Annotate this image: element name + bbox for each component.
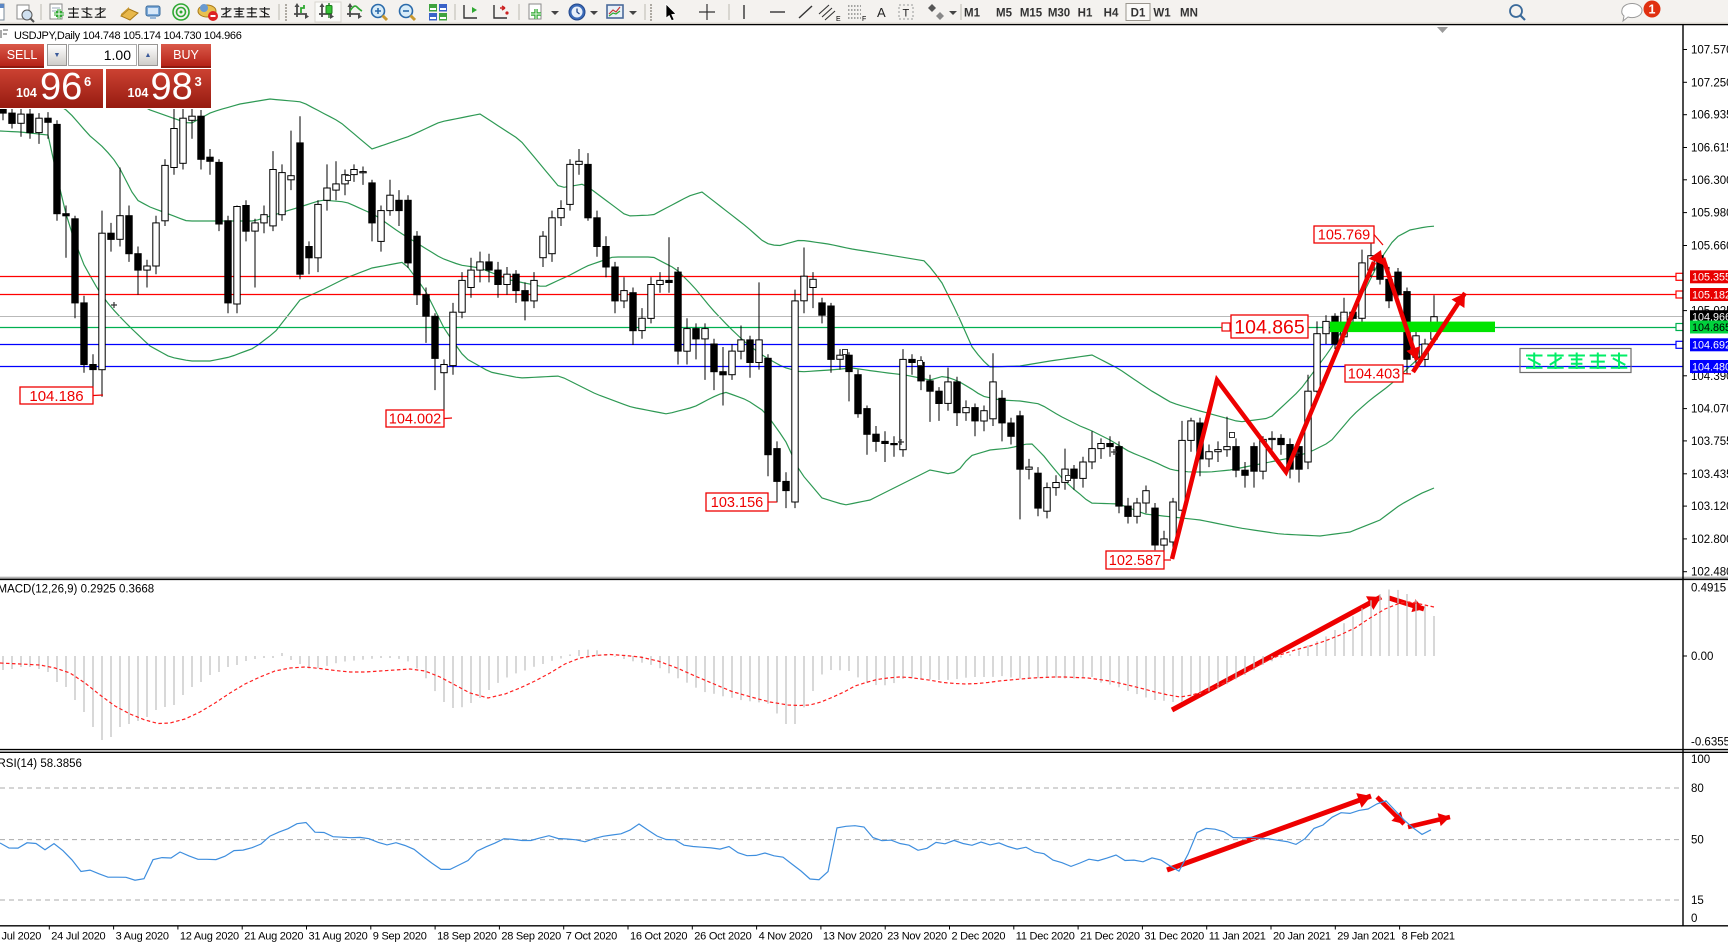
svg-text:102.480: 102.480 [1691, 567, 1728, 579]
svg-text:7 Oct 2020: 7 Oct 2020 [566, 931, 617, 943]
svg-text:104.390: 104.390 [1691, 371, 1728, 383]
svg-text:104.186: 104.186 [29, 388, 83, 405]
svg-text:W1: W1 [1153, 8, 1171, 20]
svg-text:31 Dec 2020: 31 Dec 2020 [1144, 931, 1204, 943]
svg-text:MACD(12,26,9) 0.2925 0.3668: MACD(12,26,9) 0.2925 0.3668 [0, 584, 154, 596]
svg-text:12 Aug 2020: 12 Aug 2020 [180, 931, 239, 943]
svg-text:50: 50 [1691, 835, 1704, 847]
svg-text:104.865: 104.865 [1234, 317, 1305, 339]
svg-text:1: 1 [1649, 3, 1656, 17]
svg-text:104.070: 104.070 [1691, 404, 1728, 416]
svg-text:26 Oct 2020: 26 Oct 2020 [694, 931, 751, 943]
svg-text:29 Jan 2021: 29 Jan 2021 [1337, 931, 1395, 943]
svg-text:104.403: 104.403 [1348, 367, 1400, 383]
svg-text:21 Aug 2020: 21 Aug 2020 [244, 931, 303, 943]
svg-text:106.935: 106.935 [1691, 110, 1728, 122]
svg-text:105.182: 105.182 [1692, 289, 1728, 301]
svg-text:107.250: 107.250 [1691, 77, 1728, 89]
svg-text:-0.6355: -0.6355 [1691, 737, 1728, 749]
svg-text:8 Feb 2021: 8 Feb 2021 [1402, 931, 1455, 943]
svg-text:M30: M30 [1048, 8, 1070, 20]
svg-text:100: 100 [1691, 754, 1710, 766]
svg-text:23 Nov 2020: 23 Nov 2020 [887, 931, 947, 943]
svg-text:105.980: 105.980 [1691, 208, 1728, 220]
svg-text:104.002: 104.002 [389, 412, 441, 428]
svg-text:11 Jan 2021: 11 Jan 2021 [1209, 931, 1266, 943]
svg-text:104.480: 104.480 [1692, 361, 1728, 373]
svg-text:USDJPY,Daily 104.748 105.174: USDJPY,Daily 104.748 105.174 104.730 104… [14, 30, 242, 42]
svg-text:21 Dec 2020: 21 Dec 2020 [1080, 931, 1140, 943]
svg-text:103.755: 103.755 [1691, 436, 1728, 448]
svg-text:M1: M1 [964, 8, 981, 20]
svg-text:15: 15 [1691, 895, 1704, 907]
svg-text:105.660: 105.660 [1691, 241, 1728, 253]
svg-text:2 Dec 2020: 2 Dec 2020 [952, 931, 1006, 943]
svg-text:107.570: 107.570 [1691, 45, 1728, 57]
svg-text:13 Nov 2020: 13 Nov 2020 [823, 931, 883, 943]
svg-text:104.692: 104.692 [1692, 340, 1728, 352]
svg-text:16 Jul 2020: 16 Jul 2020 [0, 931, 41, 943]
svg-text:M15: M15 [1020, 8, 1043, 20]
svg-text:A: A [877, 5, 886, 20]
svg-text:RSI(14) 58.3856: RSI(14) 58.3856 [0, 758, 82, 770]
svg-text:28 Sep 2020: 28 Sep 2020 [501, 931, 561, 943]
svg-text:20 Jan 2021: 20 Jan 2021 [1273, 931, 1331, 943]
svg-text:16 Oct 2020: 16 Oct 2020 [630, 931, 687, 943]
svg-text:3 Aug 2020: 3 Aug 2020 [116, 931, 169, 943]
svg-text:MN: MN [1180, 8, 1198, 20]
svg-text:105.769: 105.769 [1318, 228, 1370, 244]
svg-text:H1: H1 [1078, 8, 1093, 20]
svg-text:80: 80 [1691, 783, 1704, 795]
svg-text:E: E [836, 16, 841, 23]
svg-text:102.587: 102.587 [1109, 553, 1161, 569]
svg-text:M5: M5 [996, 8, 1013, 20]
svg-text:0.4915: 0.4915 [1691, 583, 1726, 595]
svg-text:103.120: 103.120 [1691, 501, 1728, 513]
svg-text:31 Aug 2020: 31 Aug 2020 [309, 931, 368, 943]
svg-text:103.435: 103.435 [1691, 469, 1728, 481]
svg-text:0: 0 [1691, 913, 1697, 925]
svg-text:24 Jul 2020: 24 Jul 2020 [51, 931, 105, 943]
svg-text:106.615: 106.615 [1691, 143, 1728, 155]
svg-text:103.156: 103.156 [711, 495, 763, 511]
svg-text:H4: H4 [1104, 8, 1119, 20]
svg-text:18 Sep 2020: 18 Sep 2020 [437, 931, 497, 943]
svg-text:D1: D1 [1131, 8, 1146, 20]
svg-text:105.355: 105.355 [1692, 272, 1728, 284]
svg-text:11 Dec 2020: 11 Dec 2020 [1016, 931, 1075, 943]
svg-text:106.300: 106.300 [1691, 175, 1728, 187]
svg-text:0.00: 0.00 [1691, 651, 1713, 663]
svg-text:104.865: 104.865 [1692, 322, 1728, 334]
svg-text:102.800: 102.800 [1691, 534, 1728, 546]
svg-text:4 Nov 2020: 4 Nov 2020 [759, 931, 813, 943]
svg-text:F: F [862, 16, 866, 23]
svg-text:9 Sep 2020: 9 Sep 2020 [373, 931, 427, 943]
svg-text:T: T [903, 8, 910, 20]
